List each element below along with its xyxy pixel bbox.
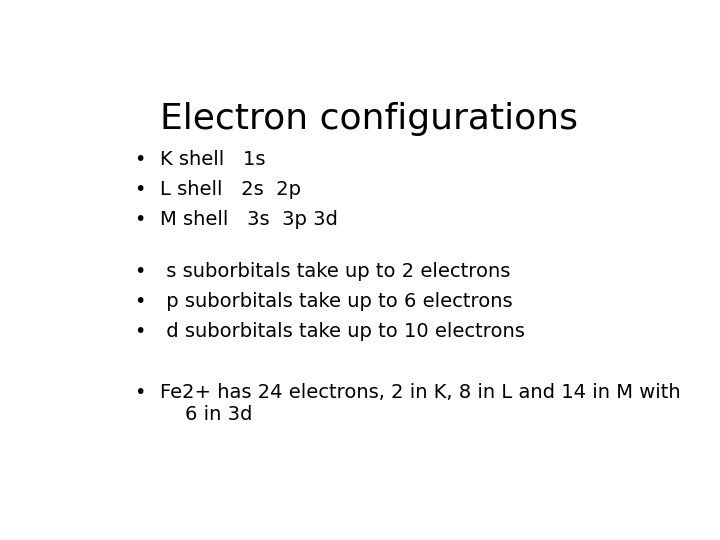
- Text: p suborbitals take up to 6 electrons: p suborbitals take up to 6 electrons: [160, 292, 513, 311]
- Text: •: •: [135, 210, 146, 229]
- Text: •: •: [135, 262, 146, 281]
- Text: L shell   2s  2p: L shell 2s 2p: [160, 180, 301, 199]
- Text: K shell   1s: K shell 1s: [160, 150, 265, 169]
- Text: Electron configurations: Electron configurations: [160, 102, 578, 136]
- Text: Fe2+ has 24 electrons, 2 in K, 8 in L and 14 in M with
    6 in 3d: Fe2+ has 24 electrons, 2 in K, 8 in L an…: [160, 383, 680, 424]
- Text: •: •: [135, 180, 146, 199]
- Text: s suborbitals take up to 2 electrons: s suborbitals take up to 2 electrons: [160, 262, 510, 281]
- Text: d suborbitals take up to 10 electrons: d suborbitals take up to 10 electrons: [160, 322, 525, 341]
- Text: •: •: [135, 150, 146, 169]
- Text: M shell   3s  3p 3d: M shell 3s 3p 3d: [160, 210, 338, 229]
- Text: •: •: [135, 322, 146, 341]
- Text: •: •: [135, 292, 146, 311]
- Text: •: •: [135, 383, 146, 402]
